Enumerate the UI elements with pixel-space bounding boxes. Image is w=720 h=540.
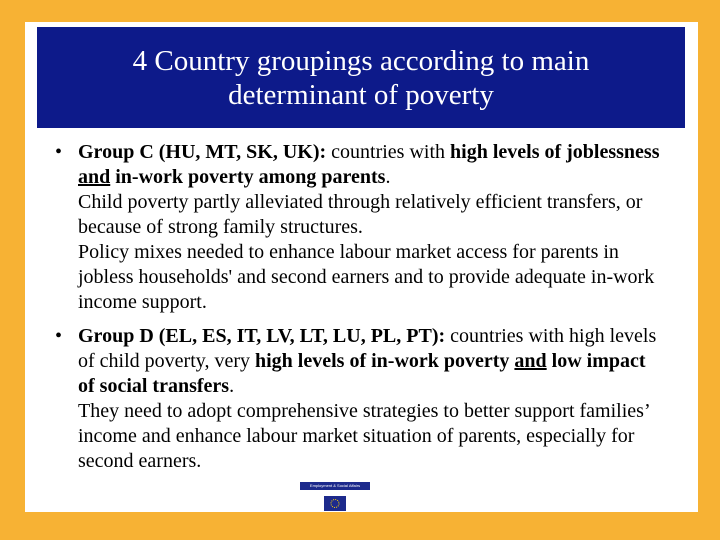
body: Group C (HU, MT, SK, UK): countries with…	[55, 140, 665, 483]
paragraph: They need to adopt comprehensive strateg…	[78, 400, 650, 472]
eu-flag	[324, 496, 346, 511]
text: and	[78, 166, 111, 188]
text: .	[385, 166, 391, 188]
slide: 4 Country groupings according to main de…	[25, 22, 698, 512]
bullet: Group C (HU, MT, SK, UK): countries with…	[55, 140, 665, 315]
text: low impact of social transfers	[78, 350, 646, 397]
text: and	[514, 350, 547, 372]
paragraph: Group D (EL, ES, IT, LV, LT, LU, PL, PT)…	[78, 324, 665, 399]
text: countries with high levels of child pove…	[78, 325, 657, 372]
title-line: 4 Country groupings according to main	[132, 44, 590, 77]
bullet: Group D (EL, ES, IT, LV, LT, LU, PL, PT)…	[55, 324, 665, 474]
text: countries with	[326, 141, 451, 163]
flag-stars	[330, 499, 340, 508]
text: high levels of joblessness	[450, 141, 660, 163]
title-band: 4 Country groupings according to main de…	[37, 27, 685, 128]
title-line: determinant of poverty	[228, 78, 494, 111]
paragraph: Group C (HU, MT, SK, UK): countries with…	[78, 140, 665, 190]
text: Group D (EL, ES, IT, LV, LT, LU, PL, PT)…	[78, 325, 446, 347]
text: .	[229, 375, 235, 397]
paragraph: Child poverty partly alleviated through …	[78, 191, 643, 238]
text: Group C (HU, MT, SK, UK):	[78, 141, 327, 163]
text: high levels of in-work poverty	[254, 350, 515, 372]
text: in-work poverty among parents	[110, 166, 386, 188]
flag-field	[324, 496, 346, 511]
paragraph: Policy mixes needed to enhance labour ma…	[78, 241, 655, 313]
footer-logo: Employment & Social Affairs	[300, 482, 370, 490]
